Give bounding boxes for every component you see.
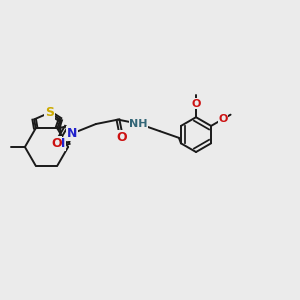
Text: NH: NH [129,119,148,129]
Text: N: N [55,137,65,150]
Text: N: N [67,127,77,140]
Text: O: O [116,131,127,144]
Text: O: O [191,99,201,109]
Text: S: S [45,106,54,119]
Text: O: O [51,137,62,150]
Text: O: O [218,114,227,124]
